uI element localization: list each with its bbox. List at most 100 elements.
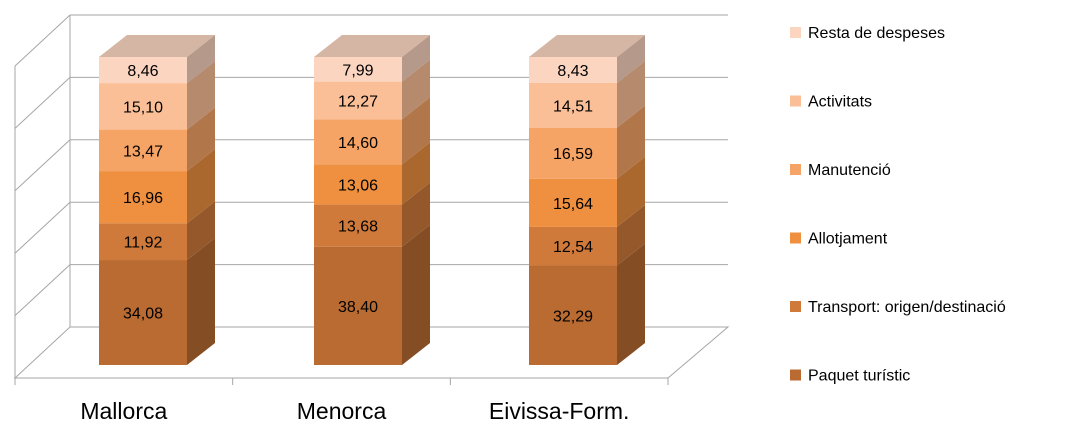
- legend-swatch: [790, 164, 801, 175]
- bar-side-face: [402, 182, 430, 247]
- data-label: 15,64: [553, 196, 593, 213]
- legend-label: Paquet turístic: [808, 368, 910, 385]
- data-label: 8,46: [127, 63, 158, 80]
- bar-side-face: [187, 61, 215, 130]
- legend: Resta de despeses Activitats Manutenció All…: [790, 25, 1006, 385]
- bar-front-face: [99, 129, 187, 172]
- bar-top-face: [99, 35, 215, 58]
- bar-side-face: [402, 35, 430, 82]
- category-labels: Mallorca Menorca Eivissa-Form.: [80, 398, 629, 424]
- bar-front-face: [529, 127, 617, 179]
- bar-side-face: [617, 156, 645, 227]
- legend-item: Paquet turístic: [790, 368, 910, 385]
- bar-segment: 14,60: [314, 97, 430, 165]
- bar-segment: 14,51: [529, 60, 645, 128]
- data-label: 13,68: [338, 219, 378, 236]
- bar-front-face: [314, 81, 402, 120]
- legend-swatch: [790, 301, 801, 312]
- bar-front-face: [99, 83, 187, 130]
- bar-segment: 16,59: [529, 105, 645, 179]
- bar-side-face: [617, 35, 645, 83]
- legend-label: Activitats: [808, 94, 872, 111]
- legend-item: Transport: origen/destinació: [790, 299, 1006, 316]
- side-gridline: [14, 14, 71, 67]
- legend-item: Activitats: [790, 94, 872, 111]
- bar-side-face: [402, 59, 430, 120]
- category-label: Eivissa-Form.: [489, 398, 630, 424]
- side-gridline: [14, 139, 71, 192]
- category-label: Mallorca: [80, 398, 167, 424]
- legend-item: Resta de despeses: [790, 25, 945, 42]
- bar-side-face: [187, 35, 215, 84]
- data-label: 14,51: [553, 98, 593, 115]
- data-label: 32,29: [553, 308, 593, 325]
- bar-segment: 32,29: [529, 243, 645, 365]
- data-label: 38,40: [338, 299, 378, 316]
- bar-segment: 16,96: [99, 149, 215, 224]
- data-label: 16,59: [553, 146, 593, 163]
- bar-segment: 11,92: [99, 201, 215, 261]
- bar-segment: 15,64: [529, 156, 645, 227]
- data-label: 11,92: [124, 235, 163, 252]
- bar-front-face: [314, 164, 402, 205]
- legend-swatch: [790, 27, 801, 38]
- bar-segment: 38,40: [314, 224, 430, 365]
- bar-segment: 15,10: [99, 61, 215, 130]
- data-label: 8,43: [557, 63, 588, 80]
- data-label: 13,47: [123, 143, 163, 160]
- legend-label: Resta de despeses: [808, 25, 945, 42]
- legend-label: Manutenció: [808, 162, 891, 179]
- bar-front-face: [529, 226, 617, 266]
- bar-front-face: [529, 178, 617, 227]
- category-label: Menorca: [297, 398, 387, 424]
- legend-item: Manutenció: [790, 162, 891, 179]
- legend-swatch: [790, 232, 801, 244]
- bar-top-face: [529, 35, 645, 57]
- bar-side-face: [617, 105, 645, 179]
- bar-stacks: 34,08 11,92 16,96 13,47 15,10 8,46 38,40 13,68 1…: [99, 35, 645, 365]
- bar-side-face: [617, 243, 645, 365]
- side-gridline: [14, 264, 71, 316]
- legend-label: Transport: origen/destinació: [808, 299, 1006, 316]
- bar-segment: 34,08: [99, 238, 215, 365]
- data-label: 12,54: [553, 239, 593, 256]
- bar-segment: 8,43: [529, 35, 645, 83]
- bar-front-face: [314, 119, 402, 165]
- bar-front-face: [314, 57, 402, 82]
- bar-side-face: [402, 142, 430, 205]
- data-label: 15,10: [123, 99, 163, 116]
- data-label: 13,06: [338, 177, 378, 194]
- bar-segment: 13,06: [314, 142, 430, 205]
- legend-swatch: [790, 369, 801, 381]
- bar-side-face: [187, 107, 215, 172]
- bar-side-face: [187, 149, 215, 224]
- bar-side-face: [402, 97, 430, 165]
- bar-front-face: [529, 57, 617, 83]
- data-label: 14,60: [338, 135, 378, 152]
- legend-swatch: [790, 95, 801, 107]
- bar-segment: 7,99: [314, 35, 430, 82]
- bar-top-face: [314, 35, 430, 57]
- bar-segment: 12,54: [529, 204, 645, 266]
- bar-side-face: [617, 204, 645, 266]
- bar-front-face: [314, 246, 402, 365]
- side-gridline: [14, 201, 71, 254]
- bar-front-face: [99, 223, 187, 261]
- bar-side-face: [402, 224, 430, 365]
- legend-label: Allotjament: [808, 231, 888, 248]
- side-gridline: [14, 77, 71, 129]
- legend-item: Allotjament: [790, 231, 888, 248]
- bar-segment: 13,47: [99, 107, 215, 172]
- bar-front-face: [314, 204, 402, 247]
- bar-segment: 13,68: [314, 182, 430, 247]
- bar-side-face: [617, 60, 645, 128]
- bar-side-face: [187, 201, 215, 261]
- bar-front-face: [529, 82, 617, 128]
- data-label: 16,96: [123, 190, 163, 207]
- bar-segment: 8,46: [99, 35, 215, 84]
- bar-segment: 12,27: [314, 59, 430, 120]
- data-label: 12,27: [338, 94, 378, 111]
- bar-front-face: [99, 260, 187, 365]
- bar-front-face: [99, 57, 187, 84]
